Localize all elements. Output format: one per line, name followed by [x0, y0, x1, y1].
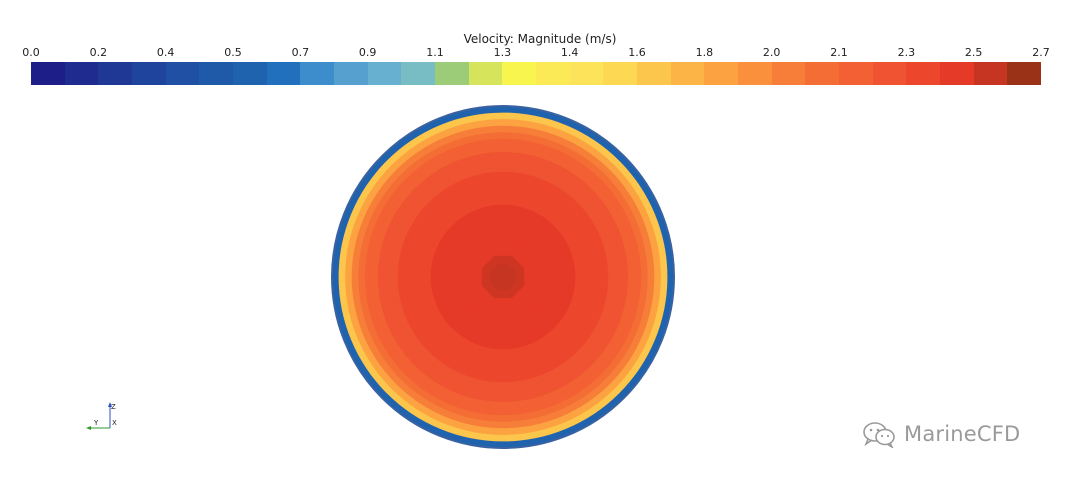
colorbar-swatch: [233, 62, 267, 85]
colorbar-swatch: [165, 62, 200, 85]
colorbar-swatch: [132, 62, 166, 85]
watermark-text: MarineCFD: [904, 422, 1021, 446]
colorbar-swatch: [670, 62, 705, 85]
colorbar-swatch: [973, 62, 1008, 85]
colorbar-swatch: [199, 62, 234, 85]
colorbar-swatch: [738, 62, 772, 85]
colorbar-tick-label: 0.0: [22, 46, 40, 59]
colorbar-swatch: [805, 62, 840, 85]
colorbar-swatch: [569, 62, 604, 85]
colorbar-ticks: 0.0 0.2 0.4 0.5 0.7 0.9 1.1 1.3 1.4 1.6 1.8 2.0 2.1 2…: [0, 46, 1080, 60]
colorbar-tick-label: 0.5: [224, 46, 242, 59]
colorbar-tick-label: 1.1: [426, 46, 444, 59]
colorbar-tick-label: 0.2: [89, 46, 108, 59]
colorbar-swatch: [603, 62, 638, 85]
colorbar-swatch: [704, 62, 739, 85]
colorbar-swatch: [468, 62, 503, 85]
colorbar-swatch: [64, 62, 99, 85]
colorbar-swatch: [334, 62, 368, 85]
colorbar-tick-label: 2.5: [964, 46, 983, 59]
colorbar-swatch: [1007, 62, 1042, 85]
x-axis-label: X: [112, 419, 117, 427]
z-axis-label: Z: [111, 403, 116, 411]
colorbar-swatch: [435, 62, 469, 85]
colorbar-swatch: [771, 62, 806, 85]
colorbar-tick-label: 1.6: [628, 46, 646, 59]
colorbar-swatch: [872, 62, 907, 85]
colorbar-swatch: [401, 62, 436, 85]
colorbar-swatch: [31, 62, 65, 85]
colorbar-swatch: [637, 62, 671, 85]
colorbar-tick-label: 0.4: [156, 46, 175, 59]
colorbar-swatch: [266, 62, 301, 85]
colorbar-tick-label: 0.7: [291, 46, 310, 59]
y-axis-arrow: [86, 426, 91, 430]
colorbar-swatch: [906, 62, 941, 85]
contour-core: [481, 255, 525, 299]
colorbar-swatch: [300, 62, 335, 85]
colorbar-swatch: [536, 62, 570, 85]
colorbar-swatch: [839, 62, 873, 85]
legend-title: Velocity: Magnitude (m/s): [463, 32, 617, 46]
colorbar-tick-label: 2.3: [897, 46, 916, 59]
colorbar-swatch: [98, 62, 133, 85]
z-axis-arrow: [108, 402, 112, 407]
colorbar-tick-label: 2.0: [762, 46, 781, 59]
watermark: MarineCFD: [862, 418, 1020, 450]
colorbar-tick-label: 1.4: [560, 46, 579, 59]
colorbar-swatch: [367, 62, 402, 85]
colorbar-tick-label: 2.7: [1032, 46, 1050, 59]
colorbar-tick-label: 1.3: [493, 46, 512, 59]
axes-triad-icon: Z Y X: [86, 402, 117, 430]
colorbar: [31, 62, 1042, 85]
y-axis-label: Y: [93, 419, 99, 427]
colorbar-tick-label: 1.8: [695, 46, 714, 59]
colorbar-tick-label: 2.1: [830, 46, 848, 59]
pipe-wall-outline: [331, 105, 675, 449]
wechat-icon: [863, 422, 895, 448]
colorbar-swatch: [502, 62, 537, 85]
colorbar-swatch: [940, 62, 974, 85]
colorbar-tick-label: 0.9: [358, 46, 377, 59]
